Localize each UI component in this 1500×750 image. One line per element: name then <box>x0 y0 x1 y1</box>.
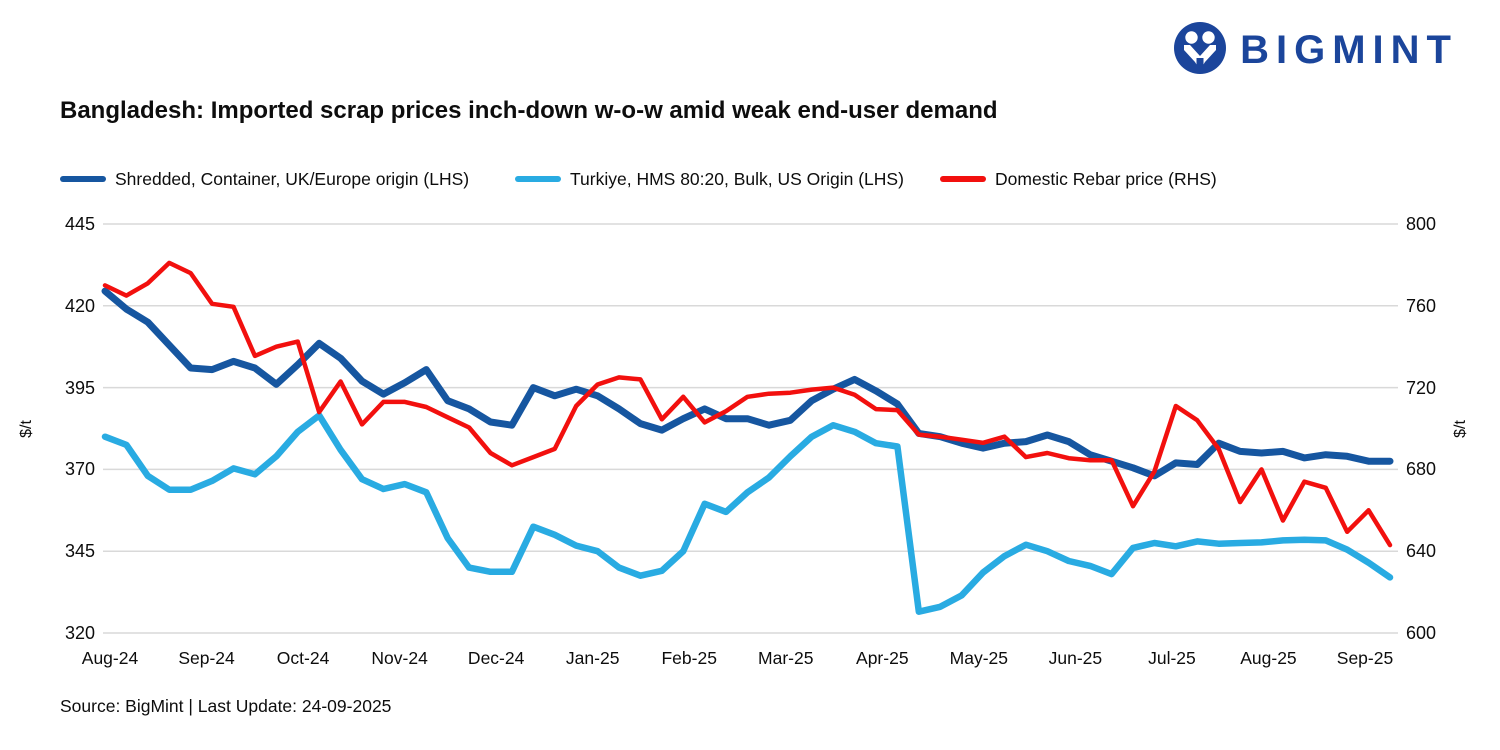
legend-label: Shredded, Container, UK/Europe origin (L… <box>115 168 470 189</box>
legend-item: Turkiye, HMS 80:20, Bulk, US Origin (LHS… <box>515 166 904 192</box>
left-axis-tick-label: 370 <box>64 459 95 480</box>
x-axis-tick-label: Oct-24 <box>276 648 330 668</box>
legend-label: Turkiye, HMS 80:20, Bulk, US Origin (LHS… <box>570 168 904 189</box>
left-axis-tick-label: 445 <box>64 214 95 234</box>
left-axis-tick-label: 395 <box>64 377 95 398</box>
x-axis-tick-label: Feb-25 <box>661 648 717 668</box>
right-axis-tick-label: 760 <box>1406 295 1437 316</box>
legend-swatch <box>60 176 106 182</box>
chart-legend: Shredded, Container, UK/Europe origin (L… <box>0 166 1500 192</box>
series-line <box>101 412 1394 615</box>
right-axis-tick-label: 800 <box>1406 214 1437 234</box>
left-axis-tick-label: 420 <box>64 295 95 316</box>
bigmint-logo-text: BIGMINT <box>1240 28 1458 72</box>
x-axis-tick-label: Aug-24 <box>81 648 139 668</box>
x-axis-tick-label: Nov-24 <box>371 648 428 668</box>
left-axis-title: $/t <box>17 420 35 438</box>
right-axis-tick-label: 720 <box>1406 377 1437 398</box>
series-line <box>101 287 1394 480</box>
x-axis-tick-label: Dec-24 <box>467 648 525 668</box>
x-axis-tick-label: Jun-25 <box>1048 648 1103 668</box>
legend-swatch <box>515 176 561 182</box>
bigmint-logo: BIGMINT <box>1172 20 1458 81</box>
right-axis-tick-label: 680 <box>1406 459 1437 480</box>
x-axis-tick-label: Sep-24 <box>178 648 235 668</box>
left-axis-tick-label: 320 <box>64 623 95 643</box>
right-axis-tick-label: 600 <box>1406 623 1437 643</box>
bigmint-emblem-icon <box>1172 20 1228 81</box>
legend-label: Domestic Rebar price (RHS) <box>995 168 1217 189</box>
source-note: Source: BigMint | Last Update: 24-09-202… <box>60 696 392 716</box>
x-axis-tick-label: May-25 <box>949 648 1009 668</box>
x-axis-tick-label: Aug-25 <box>1240 648 1297 668</box>
x-axis-tick-label: Apr-25 <box>856 648 909 668</box>
legend-swatch <box>940 176 986 182</box>
legend-item: Shredded, Container, UK/Europe origin (L… <box>60 166 469 192</box>
right-axis-tick-label: 640 <box>1406 541 1437 562</box>
page-title: Bangladesh: Imported scrap prices inch-d… <box>60 97 998 124</box>
left-axis-tick-label: 345 <box>64 541 95 562</box>
legend-item: Domestic Rebar price (RHS) <box>940 166 1217 192</box>
x-axis-tick-label: Jan-25 <box>565 648 620 668</box>
series-line <box>102 260 1393 548</box>
x-axis-tick-label: Jul-25 <box>1148 648 1196 668</box>
x-axis-tick-label: Sep-25 <box>1336 648 1394 668</box>
x-axis-tick-label: Mar-25 <box>758 648 814 668</box>
right-axis-title: $/t <box>1451 420 1469 438</box>
